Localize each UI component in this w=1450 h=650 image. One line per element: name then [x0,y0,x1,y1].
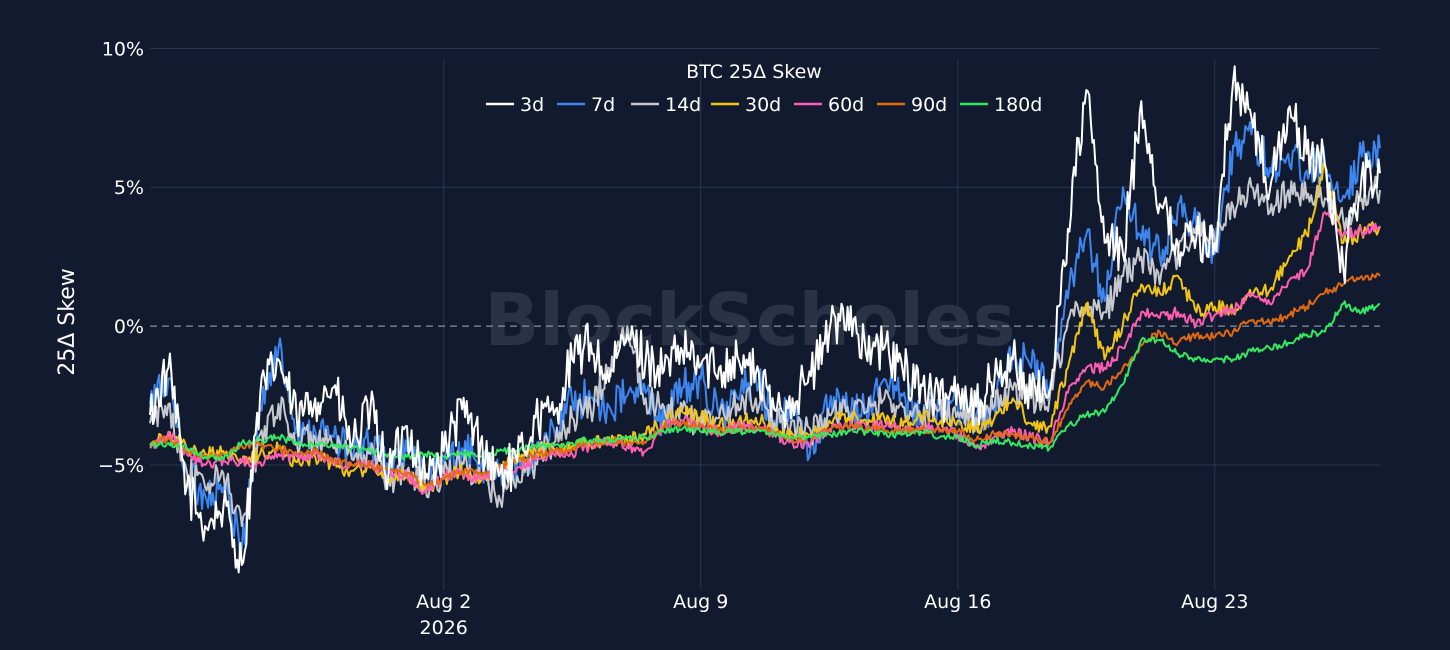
legend-label-60d: 60d [828,94,864,116]
legend-label-3d: 3d [520,94,544,116]
legend-label-14d: 14d [665,94,701,116]
x-tick-label: Aug 23 [1181,591,1248,613]
y-tick-label: 10% [102,38,144,60]
watermark: BlockScholes [484,278,1015,362]
y-tick-label: 0% [114,316,144,338]
series-line-180d [149,300,1381,462]
x-axis: Aug 2 2026 Aug 9 Aug 16 Aug 23 [416,591,1248,639]
legend-label-7d: 7d [591,94,615,116]
y-tick-label: −5% [98,455,144,477]
legend-label-30d: 30d [745,94,781,116]
x-tick-label: Aug 16 [924,591,991,613]
legend-label-90d: 90d [911,94,947,116]
chart-title: BTC 25Δ Skew [686,61,822,83]
y-axis: 10% 5% 0% −5% [98,38,144,477]
series-line-7d [149,119,1381,561]
x-tick-label: Aug 9 [673,591,728,613]
x-tick-label: Aug 2 [416,591,471,613]
y-axis-title: 25Δ Skew [55,268,80,376]
series-layer [149,65,1381,574]
series-line-3d [149,65,1381,574]
legend-label-180d: 180d [994,94,1042,116]
x-tick-year: 2026 [420,617,468,639]
y-tick-label: 5% [114,177,144,199]
legend: 3d 7d 14d 30d 60d 90d 180d [486,94,1042,116]
